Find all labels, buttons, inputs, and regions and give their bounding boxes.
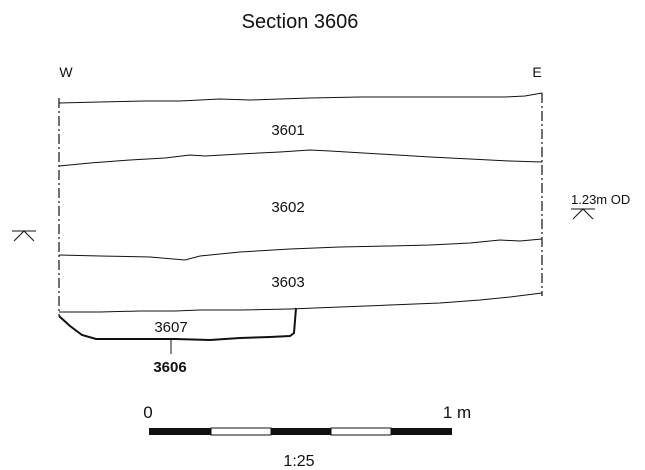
east-label: E bbox=[532, 64, 541, 80]
datum-marker-icon bbox=[12, 230, 36, 242]
scale-ratio-label: 1:25 bbox=[283, 453, 314, 470]
scale-start-label: 0 bbox=[143, 403, 152, 422]
layer-3603-label: 3603 bbox=[271, 274, 304, 291]
layer-3607-label: 3607 bbox=[154, 319, 187, 336]
layer-3601-label: 3601 bbox=[271, 122, 304, 139]
top-surface-line bbox=[58, 92, 543, 104]
cut-3606-profile bbox=[58, 307, 297, 342]
datum-marker-icon bbox=[571, 208, 595, 220]
scale-bar bbox=[149, 427, 452, 436]
cut-3606-label: 3606 bbox=[153, 359, 186, 376]
datum-label: 1.23m OD bbox=[571, 192, 630, 207]
scale-end-label: 1 m bbox=[443, 403, 471, 422]
section-title: Section 3606 bbox=[242, 11, 359, 33]
boundary-3603-base bbox=[59, 292, 543, 313]
boundary-3601-3602 bbox=[58, 149, 543, 167]
boundary-3602-3603 bbox=[58, 238, 543, 261]
west-label: W bbox=[59, 64, 73, 80]
layer-3602-label: 3602 bbox=[271, 199, 304, 216]
